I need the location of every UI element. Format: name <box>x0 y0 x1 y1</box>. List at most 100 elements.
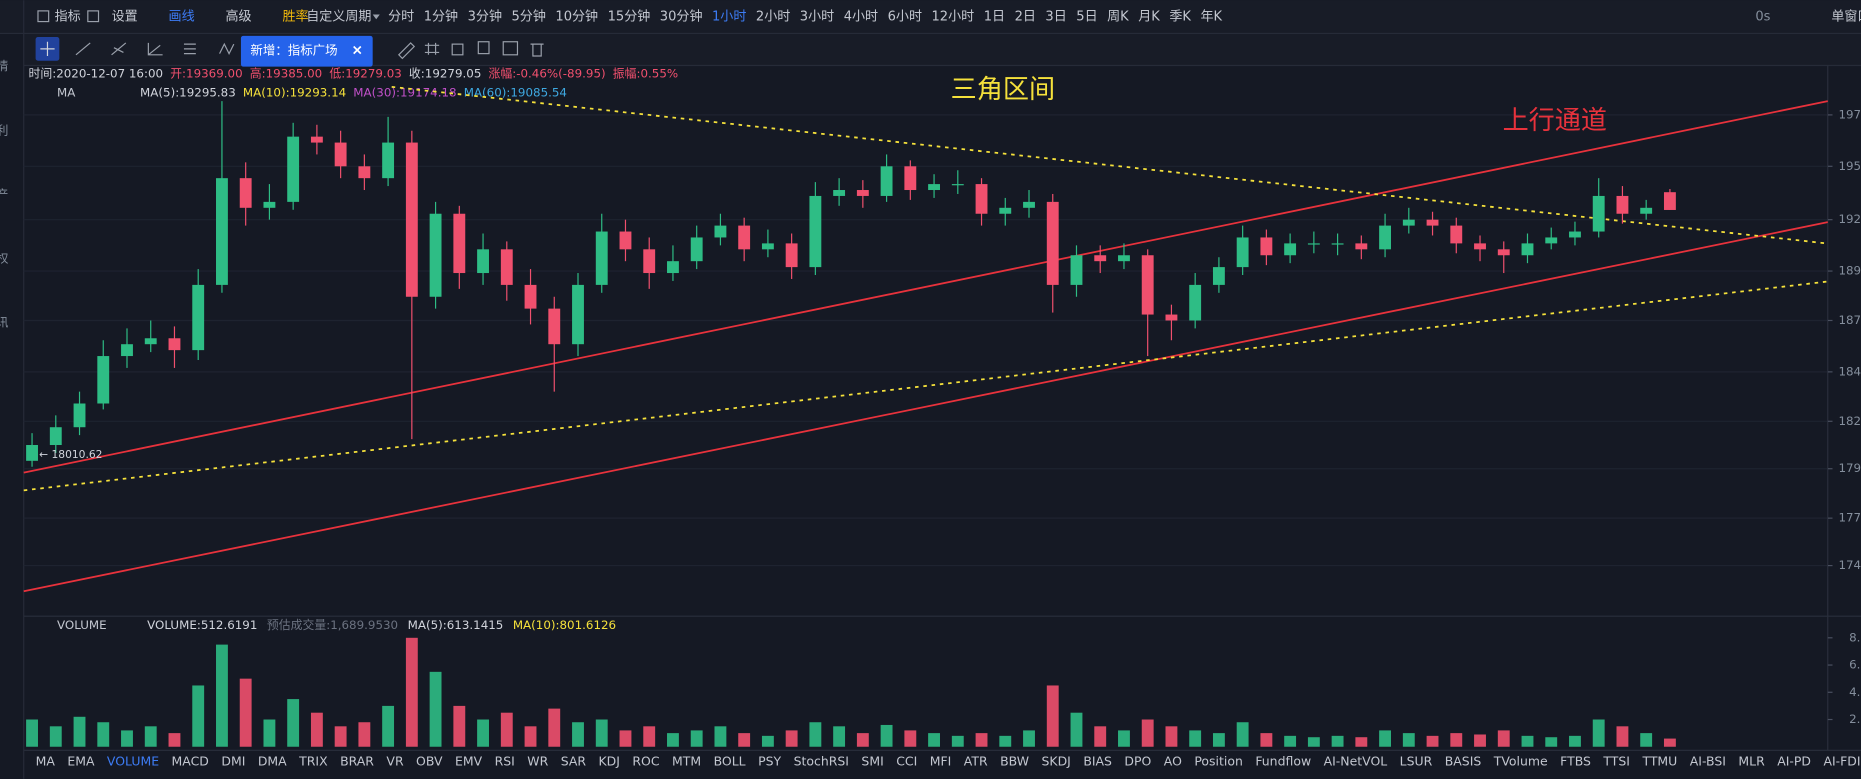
indicator-tab[interactable]: TTSI <box>1602 754 1630 769</box>
period-button[interactable]: 5日 <box>1076 9 1097 24</box>
indicator-tab[interactable]: TTMU <box>1641 754 1677 769</box>
indicator-tab[interactable]: EMA <box>67 754 95 769</box>
indicator-tab[interactable]: MTM <box>672 754 701 769</box>
indicator-tab[interactable]: BBW <box>1000 754 1029 769</box>
indicator-tab[interactable]: OBV <box>416 754 443 769</box>
indicator-tab[interactable]: BIAS <box>1083 754 1112 769</box>
sidebar-label[interactable]: 讯 <box>0 316 8 330</box>
indicator-tab[interactable]: FTBS <box>1560 754 1591 769</box>
indicator-tab[interactable]: Fundflow <box>1255 754 1311 769</box>
indicator-tab[interactable]: AI-BSI <box>1690 754 1726 769</box>
period-button[interactable]: 分时 <box>388 9 414 24</box>
tool-wave[interactable] <box>219 42 235 55</box>
period-button[interactable]: 3小时 <box>800 9 834 24</box>
candle-body <box>572 284 584 345</box>
period-button[interactable]: 6小时 <box>888 9 922 24</box>
candle-body <box>1474 243 1486 250</box>
period-button[interactable]: 年K <box>1200 9 1222 24</box>
period-button[interactable]: 30分钟 <box>660 8 703 24</box>
period-button[interactable]: 12小时 <box>932 9 975 24</box>
tool-hide[interactable] <box>502 41 519 56</box>
candle-body <box>714 225 727 238</box>
indicator-tab[interactable]: MFI <box>930 754 952 769</box>
period-button[interactable]: 1日 <box>984 9 1005 24</box>
volume-bar <box>1094 726 1107 747</box>
volume-legend-name: VOLUME <box>57 618 107 632</box>
indicator-tab[interactable]: AI-NetVOL <box>1324 754 1388 769</box>
toolbar-button[interactable]: 画线 <box>169 9 195 24</box>
toolbar-button[interactable]: 设置 <box>112 9 138 24</box>
period-button[interactable]: 1小时 <box>712 9 746 24</box>
annotation: 三角区间 <box>951 75 1055 105</box>
indicator-tab[interactable]: WR <box>527 754 548 769</box>
period-button[interactable]: 3日 <box>1045 9 1066 24</box>
period-button[interactable]: 周K <box>1107 9 1129 24</box>
indicator-tab[interactable]: BOLL <box>714 754 746 769</box>
tooltip-close[interactable] <box>353 45 362 55</box>
indicator-tab[interactable]: SMI <box>861 754 883 769</box>
sidebar-label[interactable]: 产 <box>0 187 8 201</box>
indicator-tab[interactable]: DMA <box>258 754 287 769</box>
indicator-tab[interactable]: MA <box>36 754 56 769</box>
period-button[interactable]: 1分钟 <box>424 8 458 24</box>
candle-body <box>216 178 228 285</box>
tool-channel[interactable] <box>111 42 127 56</box>
period-button[interactable]: 3分钟 <box>468 8 502 24</box>
period-button[interactable]: 2小时 <box>756 9 790 24</box>
indicator-tab[interactable]: TVolume <box>1493 754 1548 769</box>
period-button[interactable]: 4小时 <box>844 9 878 24</box>
indicator-tab[interactable]: DMI <box>221 754 245 769</box>
period-button[interactable]: 10分钟 <box>555 8 598 24</box>
toolbar-button[interactable]: 高级 <box>225 8 251 24</box>
sidebar-label[interactable]: 权 <box>0 251 8 265</box>
indicator-tab[interactable]: DPO <box>1124 754 1151 769</box>
indicator-tab[interactable]: AI-PD <box>1777 754 1811 769</box>
indicator-tab[interactable]: AO <box>1164 754 1182 769</box>
indicator-tab[interactable]: StochRSI <box>794 754 849 769</box>
indicator-tab[interactable]: SKDJ <box>1042 754 1071 769</box>
indicator-tab[interactable]: CCI <box>896 754 917 769</box>
period-button[interactable]: 季K <box>1169 9 1191 24</box>
tool-copy[interactable] <box>477 41 490 55</box>
indicator-tab[interactable]: ROC <box>632 754 659 769</box>
indicator-tab[interactable]: BASIS <box>1445 754 1482 769</box>
indicator-tab[interactable]: EMV <box>455 754 483 769</box>
indicator-tab[interactable]: BRAR <box>340 754 374 769</box>
indicator-tab[interactable]: VOLUME <box>107 754 159 769</box>
toolbar-button[interactable]: 胜率 <box>282 8 308 24</box>
indicator-tab[interactable]: VR <box>386 754 404 769</box>
indicator-tab[interactable]: Position <box>1194 754 1243 769</box>
candle-body <box>1236 237 1249 268</box>
indicator-tab[interactable]: KDJ <box>599 754 620 769</box>
volume-bar <box>1663 738 1676 747</box>
tool-fib[interactable] <box>183 43 196 55</box>
period-button[interactable]: 15分钟 <box>608 8 651 24</box>
volume-bar <box>595 719 608 747</box>
indicator-tab[interactable]: MLR <box>1738 754 1765 769</box>
toolbar-button[interactable]: 指标 <box>55 9 81 24</box>
indicator-tab[interactable]: TRIX <box>298 754 328 769</box>
top-toolbar <box>0 0 1861 34</box>
tool-lock[interactable] <box>451 43 464 56</box>
custom-period[interactable]: 自定义周期 <box>306 9 371 24</box>
indicator-tab[interactable]: MACD <box>172 754 209 769</box>
window-mode[interactable]: 单窗口 <box>1831 8 1861 24</box>
sidebar-label[interactable]: 情 <box>0 59 8 73</box>
indicator-tab[interactable]: LSUR <box>1400 754 1433 769</box>
period-button[interactable]: 2日 <box>1015 9 1036 24</box>
volume-bar <box>405 637 418 747</box>
price-tick-label: 1950 <box>1838 159 1861 173</box>
indicator-tab[interactable]: ATR <box>964 754 988 769</box>
sidebar-label[interactable]: 利 <box>0 123 8 137</box>
tool-measure[interactable] <box>424 42 440 55</box>
tool-brush[interactable] <box>397 42 416 60</box>
tool-line[interactable] <box>75 42 91 56</box>
indicator-tab[interactable]: PSY <box>758 754 781 769</box>
indicator-tab[interactable]: SAR <box>561 754 587 769</box>
tool-angle[interactable] <box>147 42 163 56</box>
tool-delete[interactable] <box>530 43 544 57</box>
period-button[interactable]: 5分钟 <box>512 8 546 24</box>
indicator-tab[interactable]: RSI <box>495 754 515 769</box>
period-button[interactable]: 月K <box>1138 9 1160 24</box>
indicator-tab[interactable]: AI-FDI <box>1823 754 1860 769</box>
